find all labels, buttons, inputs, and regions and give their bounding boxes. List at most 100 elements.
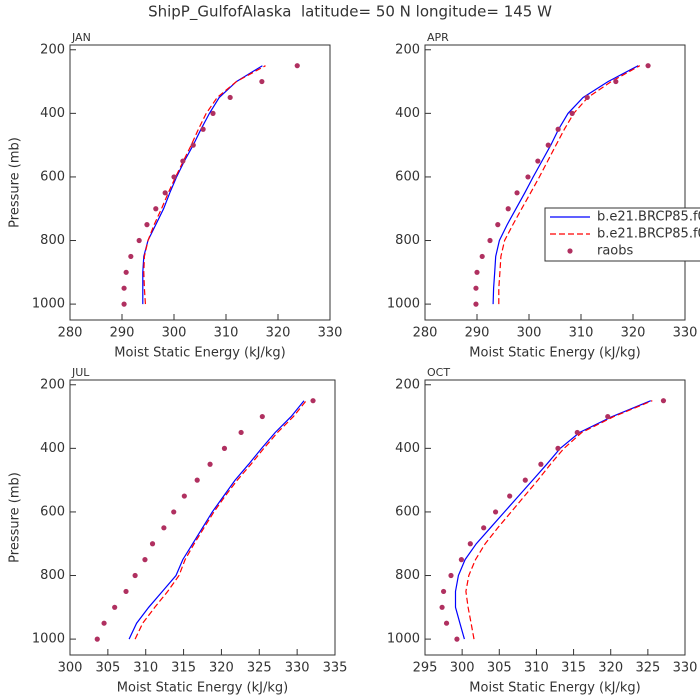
raob-point <box>180 158 186 164</box>
x-tick-label: 325 <box>247 661 272 676</box>
raob-point <box>142 557 148 563</box>
y-tick-label: 200 <box>40 42 65 57</box>
raob-point <box>149 541 156 547</box>
raob-point <box>535 158 541 164</box>
x-tick-label: 330 <box>285 661 310 676</box>
y-tick-label: 800 <box>40 233 65 248</box>
x-tick-label: 325 <box>635 661 660 676</box>
raob-point <box>171 509 177 515</box>
raob-point <box>310 398 316 404</box>
raob-point <box>473 301 479 307</box>
raob-point <box>487 237 493 244</box>
legend-label: raobs <box>597 244 634 259</box>
raob-point <box>555 445 561 451</box>
raob-point <box>162 190 168 196</box>
x-tick-label: 300 <box>58 661 83 676</box>
model-line <box>134 400 307 640</box>
x-tick-label: 315 <box>171 661 196 676</box>
x-tick-label: 280 <box>58 326 83 341</box>
panel-title: OCT <box>427 366 450 379</box>
raob-point <box>221 445 228 451</box>
raob-point <box>112 604 118 610</box>
legend-label: b.e21.BRCP85.f0 <box>597 210 700 225</box>
raob-point <box>525 174 531 180</box>
x-tick-label: 320 <box>209 661 234 676</box>
y-tick-label: 1000 <box>387 297 420 312</box>
x-tick-label: 310 <box>569 326 594 341</box>
y-tick-label: 200 <box>395 377 420 392</box>
x-tick-label: 330 <box>673 661 698 676</box>
raob-point <box>207 461 213 467</box>
x-tick-label: 300 <box>450 661 475 676</box>
x-tick-label: 315 <box>561 661 586 676</box>
x-axis-label: Moist Static Energy (kJ/kg) <box>469 346 640 361</box>
raob-point <box>605 413 611 420</box>
plot-frame <box>69 44 331 321</box>
raob-point <box>194 477 200 483</box>
x-tick-label: 305 <box>95 661 120 676</box>
raob-point <box>121 301 127 307</box>
raob-point <box>555 126 561 132</box>
raob-point <box>584 94 590 101</box>
x-tick-label: 335 <box>323 661 348 676</box>
x-tick-label: 280 <box>413 326 438 341</box>
x-tick-label: 305 <box>487 661 512 676</box>
raob-point <box>495 222 501 228</box>
raob-point <box>132 572 138 579</box>
y-tick-label: 400 <box>40 106 65 121</box>
y-axis-label: Pressure (mb) <box>8 137 23 228</box>
raob-point <box>210 110 216 116</box>
raob-point <box>294 63 300 69</box>
panel-title: JUL <box>71 366 90 379</box>
y-tick-label: 1000 <box>32 297 65 312</box>
model-line <box>498 65 641 305</box>
raob-point <box>440 588 447 595</box>
model-line <box>142 65 263 305</box>
y-tick-label: 200 <box>40 377 65 392</box>
raob-point <box>171 174 177 180</box>
x-tick-label: 290 <box>110 326 135 341</box>
raob-point <box>123 588 129 595</box>
raob-point <box>259 413 265 420</box>
x-axis-label: Moist Static Energy (kJ/kg) <box>114 346 285 361</box>
raob-point <box>458 557 464 563</box>
raob-point <box>514 190 520 196</box>
raob-point <box>522 477 528 483</box>
y-tick-label: 800 <box>40 568 65 583</box>
y-tick-label: 600 <box>40 169 65 184</box>
raob-point <box>481 525 487 531</box>
raob-point <box>569 110 575 116</box>
y-tick-label: 600 <box>40 504 65 519</box>
raob-point <box>144 222 150 228</box>
plot-frame <box>424 379 686 656</box>
raob-point <box>161 525 167 531</box>
x-tick-label: 290 <box>465 326 490 341</box>
x-tick-label: 310 <box>214 326 239 341</box>
raob-point <box>123 269 129 275</box>
y-tick-label: 1000 <box>32 632 65 647</box>
x-tick-label: 320 <box>598 661 623 676</box>
raob-point <box>443 620 450 626</box>
legend-label: b.e21.BRCP85.f0 <box>597 227 700 242</box>
raob-point <box>136 237 142 244</box>
y-tick-label: 600 <box>395 504 420 519</box>
x-tick-label: 310 <box>524 661 549 676</box>
x-tick-label: 330 <box>318 326 343 341</box>
panel-title: APR <box>427 31 449 44</box>
panel-title: JAN <box>71 31 91 44</box>
raob-point <box>492 509 499 515</box>
x-tick-label: 300 <box>517 326 542 341</box>
x-tick-label: 295 <box>413 661 438 676</box>
model-line <box>492 65 639 305</box>
x-tick-label: 330 <box>673 326 698 341</box>
y-tick-label: 800 <box>395 568 420 583</box>
raob-point <box>645 63 651 69</box>
x-axis-label: Moist Static Energy (kJ/kg) <box>117 681 288 696</box>
y-tick-label: 400 <box>395 106 420 121</box>
raob-point <box>448 572 454 579</box>
model-line <box>454 400 652 640</box>
model-line <box>143 65 266 305</box>
x-tick-label: 320 <box>621 326 646 341</box>
x-axis-label: Moist Static Energy (kJ/kg) <box>469 681 640 696</box>
